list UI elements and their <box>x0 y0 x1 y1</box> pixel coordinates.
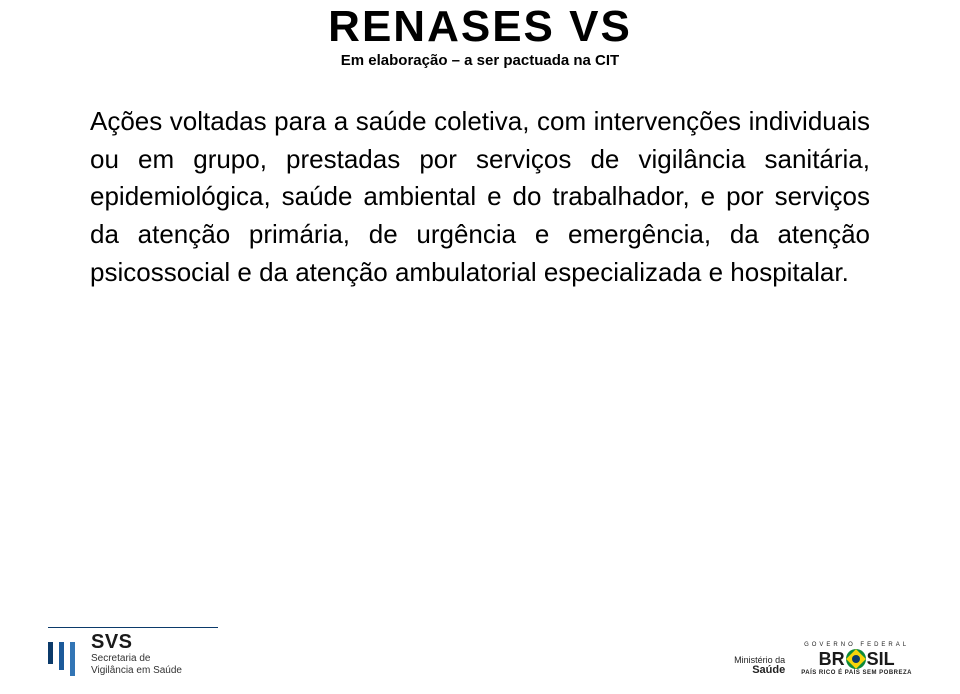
svs-text-block: SVS Secretaria de Vigilância em Saúde <box>91 632 182 676</box>
footer-left-logo: SVS Secretaria de Vigilância em Saúde <box>48 632 182 676</box>
footer-rule <box>48 627 218 628</box>
brasil-right: SIL <box>867 650 895 668</box>
page-title: RENASES VS <box>90 2 870 52</box>
body-paragraph: Ações voltadas para a saúde coletiva, co… <box>90 103 870 291</box>
gov-federal-label: GOVERNO FEDERAL <box>804 642 909 648</box>
svs-bars-icon <box>48 642 81 676</box>
brasil-tagline: PAÍS RICO É PAÍS SEM POBREZA <box>801 670 912 676</box>
ministerio-line2: Saúde <box>734 665 785 676</box>
svs-line1: Secretaria de <box>91 653 182 664</box>
brasil-block: GOVERNO FEDERAL BR SIL PAÍS RICO É PAÍS … <box>801 642 912 676</box>
brasil-left: BR <box>819 650 845 668</box>
brasil-logo: BR SIL <box>819 649 895 669</box>
page-subtitle: Em elaboração – a ser pactuada na CIT <box>90 52 870 69</box>
brasil-flag-icon <box>846 649 866 669</box>
svs-line2: Vigilância em Saúde <box>91 665 182 676</box>
title-block: RENASES VS Em elaboração – a ser pactuad… <box>90 0 870 69</box>
footer-right-logos: Ministério da Saúde GOVERNO FEDERAL BR S… <box>734 642 912 676</box>
ministerio-block: Ministério da Saúde <box>734 656 785 676</box>
footer: SVS Secretaria de Vigilância em Saúde Mi… <box>0 616 960 676</box>
slide-container: RENASES VS Em elaboração – a ser pactuad… <box>0 0 960 694</box>
svs-abbrev: SVS <box>91 632 182 652</box>
